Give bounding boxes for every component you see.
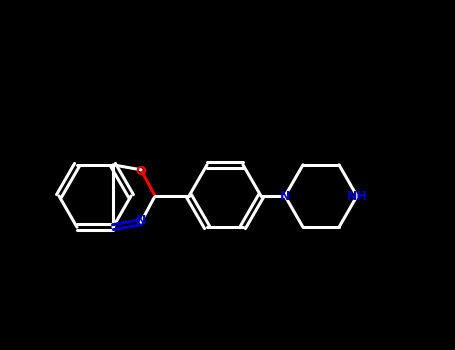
Text: N: N xyxy=(280,189,290,203)
Text: O: O xyxy=(136,165,147,178)
Text: NH: NH xyxy=(347,189,367,203)
Text: N: N xyxy=(136,214,146,227)
